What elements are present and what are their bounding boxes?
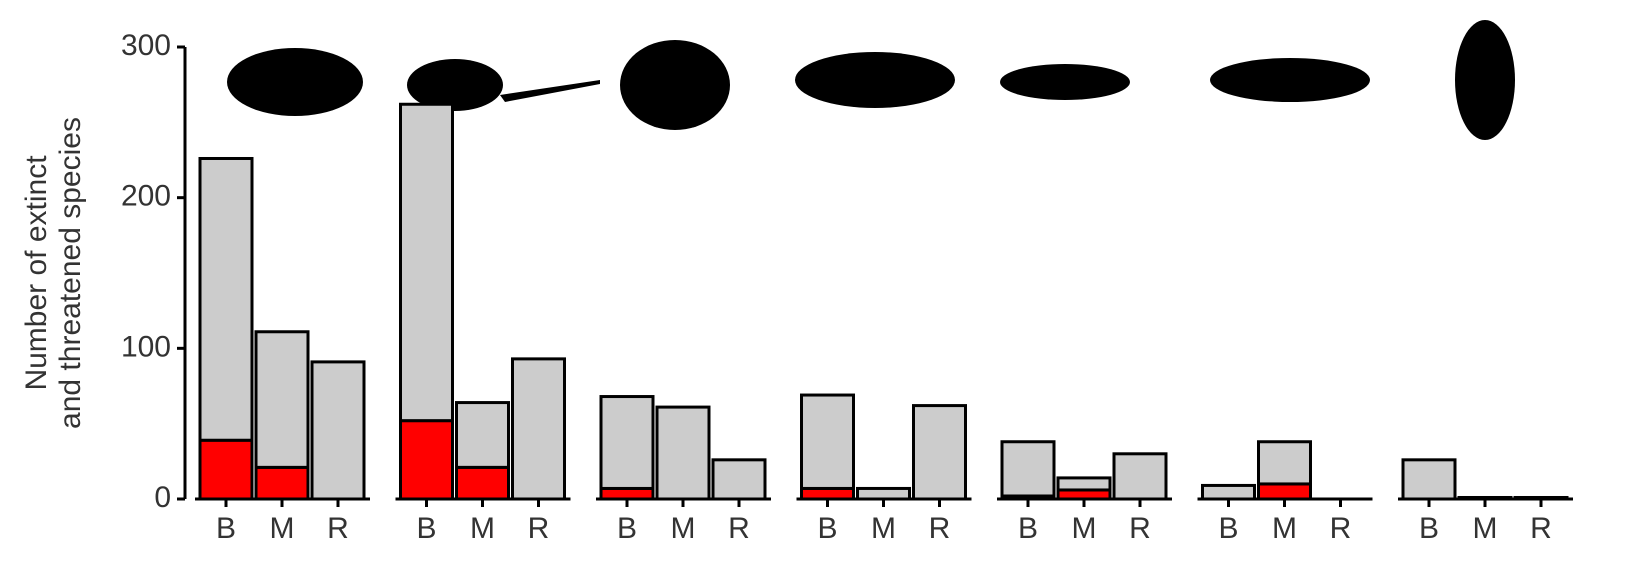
bar-segment bbox=[912, 404, 967, 501]
animal-icon bbox=[407, 59, 503, 111]
x-tick-label: R bbox=[528, 512, 550, 545]
x-tick-label: M bbox=[871, 512, 896, 545]
x-tick-label: R bbox=[929, 512, 951, 545]
bar-segment bbox=[198, 438, 254, 501]
x-tick-label: B bbox=[1419, 512, 1439, 545]
bar-segment bbox=[800, 393, 855, 490]
x-tick-label: B bbox=[416, 512, 436, 545]
bar-segment bbox=[1201, 483, 1256, 501]
animal-icon bbox=[795, 52, 955, 108]
bar-segment bbox=[254, 465, 310, 501]
bar-segment bbox=[1257, 482, 1312, 501]
animal-tail bbox=[500, 80, 600, 102]
bar-segment bbox=[711, 458, 767, 501]
bar-segment bbox=[599, 486, 655, 501]
x-tick-label: R bbox=[1530, 512, 1552, 545]
x-tick-label: M bbox=[470, 512, 495, 545]
y-tick-label: 0 bbox=[154, 481, 171, 514]
x-tick-label: M bbox=[671, 512, 696, 545]
silhouettes bbox=[227, 20, 1515, 140]
x-tick-label: M bbox=[1072, 512, 1097, 545]
animal-icon bbox=[1210, 58, 1370, 102]
bar-segment bbox=[1401, 458, 1457, 501]
y-tick-label: 100 bbox=[121, 330, 171, 363]
animal-icon bbox=[1000, 64, 1130, 100]
x-tick-label: R bbox=[728, 512, 750, 545]
x-tick-label: M bbox=[1473, 512, 1498, 545]
bar-segment bbox=[856, 486, 911, 501]
x-tick-label: B bbox=[1218, 512, 1238, 545]
bar-segment bbox=[198, 156, 254, 442]
x-tick-label: B bbox=[817, 512, 837, 545]
bar-segment bbox=[1056, 476, 1112, 492]
x-tick-label: R bbox=[1330, 512, 1352, 545]
bar-segment bbox=[399, 102, 454, 423]
bar-segment bbox=[254, 330, 310, 469]
y-tick-label: 200 bbox=[121, 180, 171, 213]
animal-icon bbox=[620, 40, 730, 130]
bar-segment bbox=[655, 405, 711, 501]
bar-segment bbox=[310, 360, 366, 501]
animal-icon bbox=[1455, 20, 1515, 140]
x-tick-label: R bbox=[327, 512, 349, 545]
x-tick-label: R bbox=[1129, 512, 1151, 545]
x-tick-label: B bbox=[1018, 512, 1038, 545]
bar-segment bbox=[599, 395, 655, 490]
x-tick-label: B bbox=[617, 512, 637, 545]
bar-segment bbox=[399, 419, 454, 501]
bar-segment bbox=[1112, 452, 1168, 501]
y-tick-label: 300 bbox=[121, 29, 171, 62]
bar-segment bbox=[455, 465, 510, 501]
x-tick-label: M bbox=[1272, 512, 1297, 545]
animal-icon bbox=[227, 48, 363, 116]
x-tick-label: M bbox=[270, 512, 295, 545]
bar-segment bbox=[800, 486, 855, 501]
bar-segment bbox=[455, 401, 510, 469]
bar-segment bbox=[1000, 440, 1056, 498]
x-tick-label: B bbox=[216, 512, 236, 545]
y-axis-label: Number of extinct bbox=[20, 155, 53, 391]
bar-segment bbox=[1257, 440, 1312, 486]
bar-segment bbox=[511, 357, 566, 501]
y-axis-label: and threatened species bbox=[54, 117, 87, 429]
